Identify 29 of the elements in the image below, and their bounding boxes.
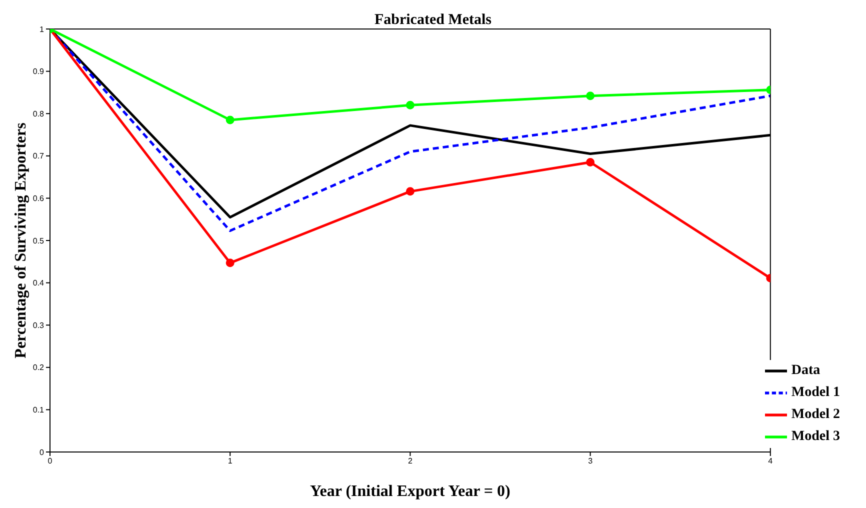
point (406, 187, 414, 196)
chart-title: Fabricated Metals (374, 12, 492, 28)
y-tick-label: 1 (40, 24, 45, 34)
legend-label: Model 3 (791, 429, 840, 444)
y-tick-label: 0.4 (32, 278, 45, 288)
y-tick-label: 0.1 (32, 406, 45, 415)
x-tick-label: 0 (48, 456, 53, 466)
point (406, 100, 414, 110)
y-axis-title: Percentage of Surviving Exporters (12, 122, 30, 358)
legend-label: Model 1 (791, 385, 840, 400)
x-tick-label: 4 (768, 456, 774, 466)
y-tick-label: 0.9 (32, 67, 45, 76)
point (586, 158, 595, 166)
point (226, 258, 234, 268)
y-tick-label: 0 (40, 448, 45, 457)
y-tick-label: 0.7 (32, 152, 45, 161)
x-tick-label: 3 (588, 456, 594, 466)
y-tick-label: 0.6 (32, 194, 45, 204)
legend-label: Model 2 (791, 407, 840, 422)
y-tick-label: 0.3 (32, 320, 45, 330)
y-tick-label: 0.8 (32, 109, 45, 118)
x-tick-label: 1 (228, 456, 233, 466)
point (226, 116, 234, 124)
point (586, 92, 595, 100)
x-axis-title: Year (Initial Export Year = 0) (310, 483, 510, 500)
x-tick-label: 2 (408, 456, 413, 466)
legend-label: Data (791, 363, 820, 378)
y-tick-label: 0.5 (32, 236, 45, 246)
y-tick-label: 0.2 (32, 363, 45, 372)
